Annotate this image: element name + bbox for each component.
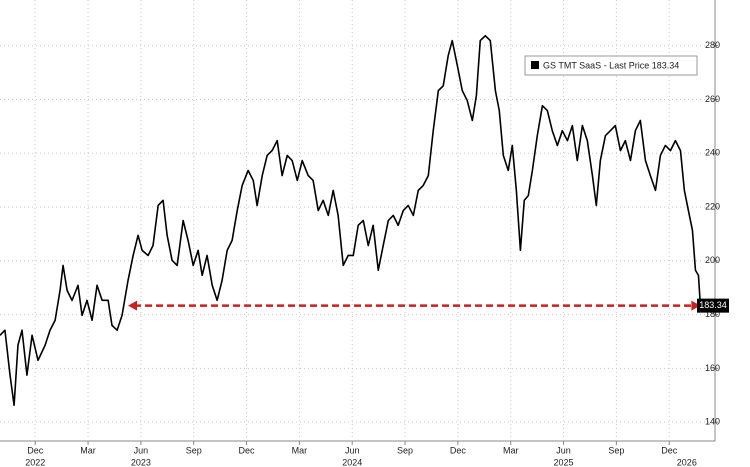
x-tick-label: Mar (503, 445, 519, 455)
arrow-head (128, 300, 138, 311)
price-line (0, 34, 702, 407)
y-tick-label: 200 (705, 255, 720, 265)
x-year-label: 2022 (25, 457, 45, 467)
arrow-head (691, 300, 701, 311)
y-tick-label: 280 (705, 40, 720, 50)
y-tick-label: 180 (705, 309, 720, 319)
x-tick-label: Sep (186, 445, 202, 455)
last-price-tag (697, 298, 729, 313)
y-tick-label: 160 (705, 363, 720, 373)
x-tick-label: Dec (27, 445, 44, 455)
grid: 140 160 180 200 220 240 260 280 Dec Mar Jun Sep Dec M… (0, 0, 720, 467)
x-tick-label: Jun (556, 445, 571, 455)
x-tick-label: Dec (239, 445, 256, 455)
x-tick-label: Dec (661, 445, 678, 455)
y-tick-label: 260 (705, 94, 720, 104)
x-year-label: 2024 (342, 457, 362, 467)
x-year-label: 2026 (677, 457, 697, 467)
legend-swatch (531, 61, 539, 69)
last-price-label: 183.34 (699, 300, 727, 310)
legend-label: GS TMT SaaS - Last Price 183.34 (543, 60, 679, 70)
x-tick-label: Sep (608, 445, 624, 455)
y-tick-label: 140 (705, 417, 720, 427)
y-tick-label: 220 (705, 201, 720, 211)
x-tick-label: Sep (397, 445, 413, 455)
x-tick-label: Jun (134, 445, 149, 455)
x-tick-label: Jun (345, 445, 360, 455)
y-tick-label: 240 (705, 148, 720, 158)
x-year-label: 2023 (131, 457, 151, 467)
x-tick-label: Mar (292, 445, 308, 455)
legend-box (524, 55, 698, 76)
x-tick-label: Mar (80, 445, 96, 455)
x-tick-label: Dec (450, 445, 467, 455)
x-year-label: 2025 (554, 457, 574, 467)
legend: GS TMT SaaS - Last Price 183.34 (524, 55, 698, 76)
plot: 183.34 (0, 34, 729, 407)
